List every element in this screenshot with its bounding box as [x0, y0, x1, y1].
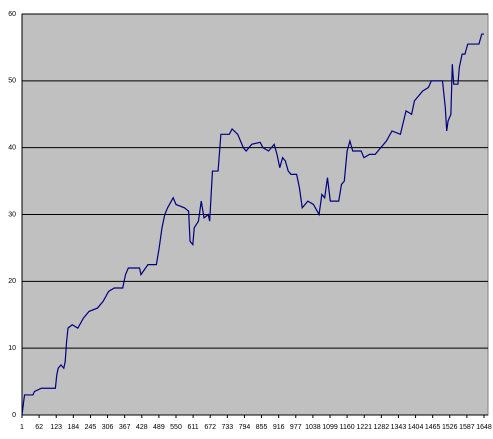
x-tick-label: 550 [170, 424, 182, 431]
x-tick-label: 1404 [408, 424, 424, 431]
x-tick-label: 916 [273, 424, 285, 431]
x-tick-label: 184 [67, 424, 79, 431]
x-tick-label: 794 [239, 424, 251, 431]
y-tick-label: 10 [8, 345, 16, 352]
x-tick-label: 855 [256, 424, 268, 431]
x-tick-label: 367 [119, 424, 131, 431]
x-tick-label: 306 [102, 424, 114, 431]
x-tick-label: 1465 [425, 424, 441, 431]
x-tick-label: 1648 [476, 424, 492, 431]
x-tick-label: 733 [221, 424, 233, 431]
x-tick-label: 1343 [391, 424, 407, 431]
y-tick-label: 0 [12, 412, 16, 419]
x-tick-label: 1526 [442, 424, 458, 431]
x-tick-label: 245 [85, 424, 97, 431]
x-tick-label: 672 [204, 424, 216, 431]
x-tick-label: 428 [136, 424, 148, 431]
x-tick-label: 611 [188, 424, 199, 431]
y-tick-label: 30 [8, 211, 16, 218]
data-line [21, 33, 484, 416]
y-tick-label: 40 [8, 145, 16, 152]
x-tick-label: 1038 [305, 424, 321, 431]
x-tick-label: 1099 [322, 424, 338, 431]
x-tick-label: 1282 [374, 424, 390, 431]
x-tick-label: 62 [35, 424, 43, 431]
x-tick-label: 1160 [340, 424, 355, 431]
y-tick-label: 20 [8, 278, 16, 285]
y-tick-label: 50 [8, 78, 16, 85]
x-tick-label: 489 [153, 424, 165, 431]
x-tick-label: 1587 [459, 424, 475, 431]
x-tick-label: 1 [20, 424, 24, 431]
x-tick-label: 123 [50, 424, 62, 431]
x-tick-label: 977 [290, 424, 302, 431]
y-tick-label: 60 [8, 11, 16, 18]
x-tick-label: 1221 [356, 424, 372, 431]
